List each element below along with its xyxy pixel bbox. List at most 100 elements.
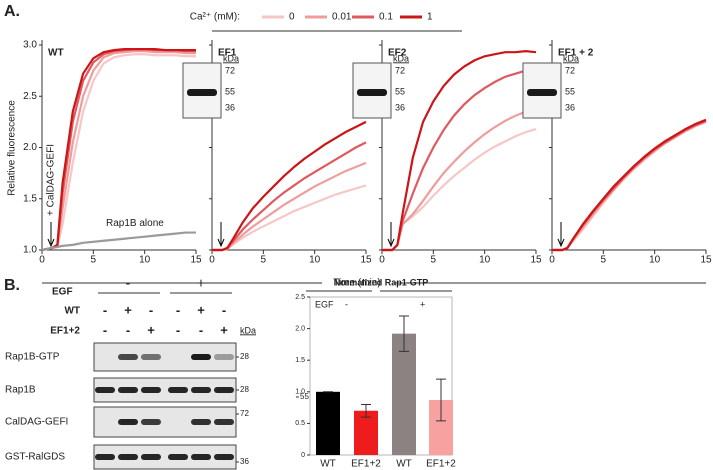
blot-band bbox=[141, 354, 161, 360]
blot-band bbox=[141, 454, 161, 460]
blot-group-sign: - bbox=[126, 275, 131, 291]
legend-label: 1 bbox=[427, 12, 433, 23]
group-label: EGF bbox=[315, 299, 334, 309]
x-axis-label: Time (min) bbox=[333, 278, 380, 289]
blot-row-label: EF1+2 bbox=[50, 326, 80, 337]
inset-marker: 36 bbox=[225, 102, 235, 112]
inset-unit: kDa bbox=[563, 53, 579, 63]
blot-row-label: WT bbox=[64, 306, 80, 317]
blot-sign: - bbox=[176, 302, 180, 317]
x-tick-label: 15 bbox=[700, 255, 712, 266]
blot-band bbox=[95, 454, 115, 460]
blot-marker: 28 bbox=[240, 385, 249, 394]
group-sign: + bbox=[420, 299, 425, 309]
inset-unit: kDa bbox=[393, 53, 409, 63]
blot-marker: 36 bbox=[240, 457, 249, 466]
blot-band bbox=[118, 387, 138, 393]
x-tick-label: 10 bbox=[309, 255, 321, 266]
x-tick-label: 10 bbox=[139, 255, 151, 266]
arrow-head bbox=[217, 238, 225, 248]
blot-label: CalDAG-GEFI bbox=[5, 417, 68, 428]
x-tick-label: 5 bbox=[601, 255, 607, 266]
series-line bbox=[382, 50, 537, 252]
inset-marker: 36 bbox=[565, 102, 575, 112]
blot-marker: 28 bbox=[240, 352, 249, 361]
y-tick-label: 2.0 bbox=[295, 325, 305, 332]
blot-band bbox=[191, 354, 211, 360]
blot-band bbox=[214, 419, 234, 425]
blot-sign: + bbox=[197, 302, 205, 317]
x-tick-label: 0 bbox=[549, 255, 555, 266]
blot-unit: kDa bbox=[240, 325, 256, 335]
blot-sign: - bbox=[103, 322, 107, 337]
blot-band bbox=[214, 354, 234, 360]
y-tick-label: 1.5 bbox=[295, 357, 305, 364]
arrow-head bbox=[387, 238, 395, 248]
y-tick-label: 1.5 bbox=[23, 193, 37, 204]
y-tick-label: 2.5 bbox=[23, 91, 37, 102]
arrow-head bbox=[47, 238, 55, 248]
error-bar bbox=[399, 315, 409, 352]
y-tick-label: 0.5 bbox=[295, 420, 305, 427]
blot-band bbox=[527, 89, 557, 96]
blot-label: GST-RalGDS bbox=[5, 452, 65, 463]
blot-band bbox=[141, 419, 161, 425]
y-tick-label: 3.0 bbox=[23, 40, 37, 51]
series-line bbox=[212, 120, 367, 252]
series-line bbox=[382, 127, 537, 252]
legend-label: 0.1 bbox=[379, 12, 393, 23]
blot-sign: + bbox=[220, 322, 228, 337]
series-line bbox=[552, 119, 707, 252]
legend-label: 0.01 bbox=[332, 12, 352, 23]
plot-frame bbox=[309, 296, 453, 456]
bar bbox=[354, 410, 378, 455]
bar bbox=[392, 333, 416, 455]
inset-marker: 55 bbox=[565, 86, 575, 96]
x-tick-label: 0 bbox=[379, 255, 385, 266]
blot-band bbox=[214, 387, 234, 393]
blot-sign: - bbox=[126, 322, 130, 337]
inset-marker: 72 bbox=[565, 65, 575, 75]
group-sign: - bbox=[345, 299, 348, 309]
blot-group-label: EGF bbox=[52, 287, 73, 298]
x-tick-label: 0 bbox=[39, 255, 45, 266]
x-tick-label: WT bbox=[396, 459, 412, 470]
x-tick-label: 10 bbox=[649, 255, 661, 266]
blot-sign: + bbox=[124, 302, 132, 317]
inset-marker: 55 bbox=[225, 86, 235, 96]
series-line bbox=[41, 48, 196, 252]
blot-marker: 72 bbox=[240, 409, 249, 418]
x-tick-label: EF1+2 bbox=[426, 459, 456, 470]
y-tick-label: 0 bbox=[301, 452, 305, 459]
panel-label: A. bbox=[4, 3, 20, 20]
blot-group-sign: + bbox=[197, 275, 205, 291]
blot-marker: 55 bbox=[300, 392, 309, 401]
x-tick-label: 15 bbox=[530, 255, 542, 266]
blot-sign: - bbox=[199, 322, 203, 337]
blot-band bbox=[357, 89, 387, 96]
x-tick-label: 5 bbox=[91, 255, 97, 266]
blot-band bbox=[191, 419, 211, 425]
legend-title: Ca²⁺ (mM): bbox=[190, 12, 240, 23]
blot-band bbox=[95, 387, 115, 393]
blot-band bbox=[118, 454, 138, 460]
blot-band bbox=[191, 387, 211, 393]
x-tick-label: 0 bbox=[209, 255, 215, 266]
series-line bbox=[552, 118, 707, 252]
inset-unit: kDa bbox=[223, 53, 239, 63]
inset-marker: 36 bbox=[395, 102, 405, 112]
series-line bbox=[41, 53, 196, 252]
chart-title: Normalized Rap1-GTP bbox=[334, 277, 429, 287]
blot-band bbox=[168, 387, 188, 393]
blot-band bbox=[191, 454, 211, 460]
y-tick-label: 2.5 bbox=[295, 294, 305, 301]
blot-label: Rap1B bbox=[5, 385, 36, 396]
blot-band bbox=[118, 354, 138, 360]
panel-label: B. bbox=[4, 277, 20, 294]
blot bbox=[93, 444, 237, 470]
y-axis-label: Relative fluorescence bbox=[7, 100, 18, 196]
blot-sign: + bbox=[147, 322, 155, 337]
x-tick-label: 15 bbox=[190, 255, 202, 266]
x-tick-label: 5 bbox=[261, 255, 267, 266]
